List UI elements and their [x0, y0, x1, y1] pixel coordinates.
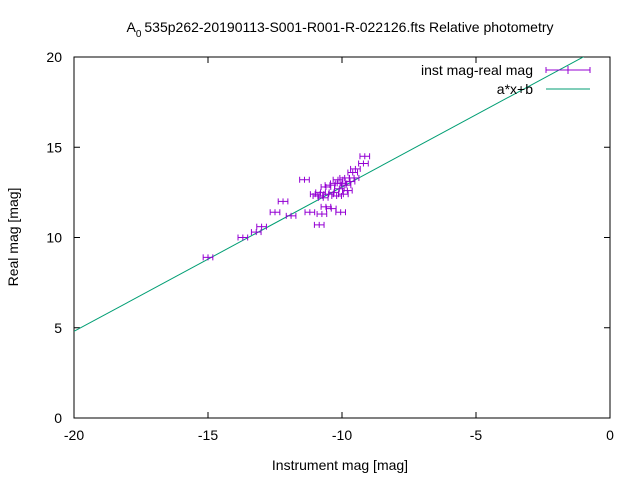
x-tick-label: -15	[198, 427, 218, 443]
x-tick-label: -20	[64, 427, 84, 443]
data-point	[335, 209, 346, 216]
x-axis-label: Instrument mag [mag]	[272, 457, 408, 473]
series-layer	[74, 57, 585, 332]
legend-mark-inst-mag	[545, 66, 591, 74]
x-axis-ticks: -20 -15 -10 -5 0	[64, 57, 614, 443]
legend-label-inst-mag: inst mag-real mag	[421, 62, 533, 78]
data-point	[277, 198, 289, 205]
data-point	[202, 254, 214, 261]
x-tick-label: 0	[606, 427, 614, 443]
data-point	[338, 191, 349, 198]
data-point	[332, 176, 344, 183]
data-point	[342, 187, 353, 194]
legend: inst mag-real mag a*x+b	[421, 62, 591, 97]
data-point	[285, 212, 297, 219]
data-point	[304, 209, 316, 216]
data-point	[316, 211, 328, 218]
y-tick-label: 15	[46, 139, 62, 155]
data-point	[299, 176, 310, 183]
data-point	[313, 221, 325, 228]
x-tick-label: -5	[470, 427, 483, 443]
data-point	[317, 194, 329, 201]
data-points	[202, 153, 371, 261]
chart-title: A0 535p262-20190113-S001-R001-R-022126.ft…	[126, 19, 553, 40]
y-tick-label: 10	[46, 230, 62, 246]
data-point	[269, 209, 281, 216]
legend-label-fit-line: a*x+b	[497, 81, 533, 97]
x-tick-label: -10	[332, 427, 352, 443]
data-point	[358, 160, 369, 167]
data-point	[340, 182, 352, 189]
y-tick-label: 20	[46, 49, 62, 65]
data-point	[348, 174, 360, 181]
data-point	[250, 229, 262, 236]
y-tick-label: 0	[54, 410, 62, 426]
y-axis-label: Real mag [mag]	[5, 188, 21, 287]
y-tick-label: 5	[54, 320, 62, 336]
data-point	[331, 192, 342, 199]
data-point	[350, 165, 361, 172]
fit-line	[74, 57, 585, 332]
plot-area: -20 -15 -10 -5 0 0 5 10 15 20	[46, 49, 614, 443]
title-rest: 535p262-20190113-S001-R001-R-022126.fts …	[144, 19, 553, 35]
title-subscript: 0	[136, 29, 142, 40]
data-point	[359, 153, 371, 160]
data-point	[344, 178, 356, 185]
plot-frame	[73, 56, 611, 419]
data-point	[347, 169, 359, 176]
data-point	[256, 223, 267, 230]
data-point	[237, 234, 249, 241]
title-prefix: A	[126, 19, 136, 35]
y-axis-ticks: 0 5 10 15 20	[46, 49, 610, 426]
